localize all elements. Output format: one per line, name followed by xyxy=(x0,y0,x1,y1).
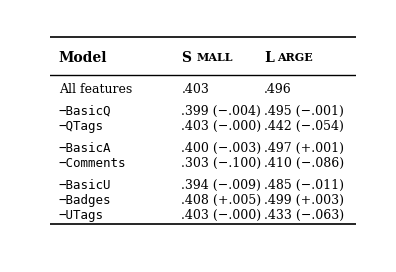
Text: .433 (−.063): .433 (−.063) xyxy=(265,209,345,222)
Text: MALL: MALL xyxy=(196,52,233,63)
Text: Model: Model xyxy=(59,51,107,65)
Text: .403 (−.000): .403 (−.000) xyxy=(181,120,262,133)
Text: −UTags: −UTags xyxy=(59,209,104,222)
Text: ARGE: ARGE xyxy=(276,52,312,63)
Text: .403 (−.000): .403 (−.000) xyxy=(181,209,262,222)
Text: .442 (−.054): .442 (−.054) xyxy=(265,120,344,133)
Text: .408 (+.005): .408 (+.005) xyxy=(181,194,262,207)
Text: .399 (−.004): .399 (−.004) xyxy=(181,105,261,118)
Text: .496: .496 xyxy=(265,83,292,96)
Text: L: L xyxy=(265,51,274,65)
Text: −BasicU: −BasicU xyxy=(59,179,111,191)
Text: .495 (−.001): .495 (−.001) xyxy=(265,105,344,118)
Text: .403: .403 xyxy=(181,83,209,96)
Text: S: S xyxy=(181,51,192,65)
Text: All features: All features xyxy=(59,83,132,96)
Text: .485 (−.011): .485 (−.011) xyxy=(265,179,345,191)
Text: −BasicQ: −BasicQ xyxy=(59,105,111,118)
Text: .394 (−.009): .394 (−.009) xyxy=(181,179,261,191)
Text: .499 (+.003): .499 (+.003) xyxy=(265,194,345,207)
Text: .497 (+.001): .497 (+.001) xyxy=(265,142,345,155)
Text: .303 (−.100): .303 (−.100) xyxy=(181,157,262,170)
Text: .400 (−.003): .400 (−.003) xyxy=(181,142,262,155)
Text: −QTags: −QTags xyxy=(59,120,104,133)
Text: −BasicA: −BasicA xyxy=(59,142,111,155)
Text: −Badges: −Badges xyxy=(59,194,111,207)
Text: .410 (−.086): .410 (−.086) xyxy=(265,157,345,170)
Text: −Comments: −Comments xyxy=(59,157,126,170)
